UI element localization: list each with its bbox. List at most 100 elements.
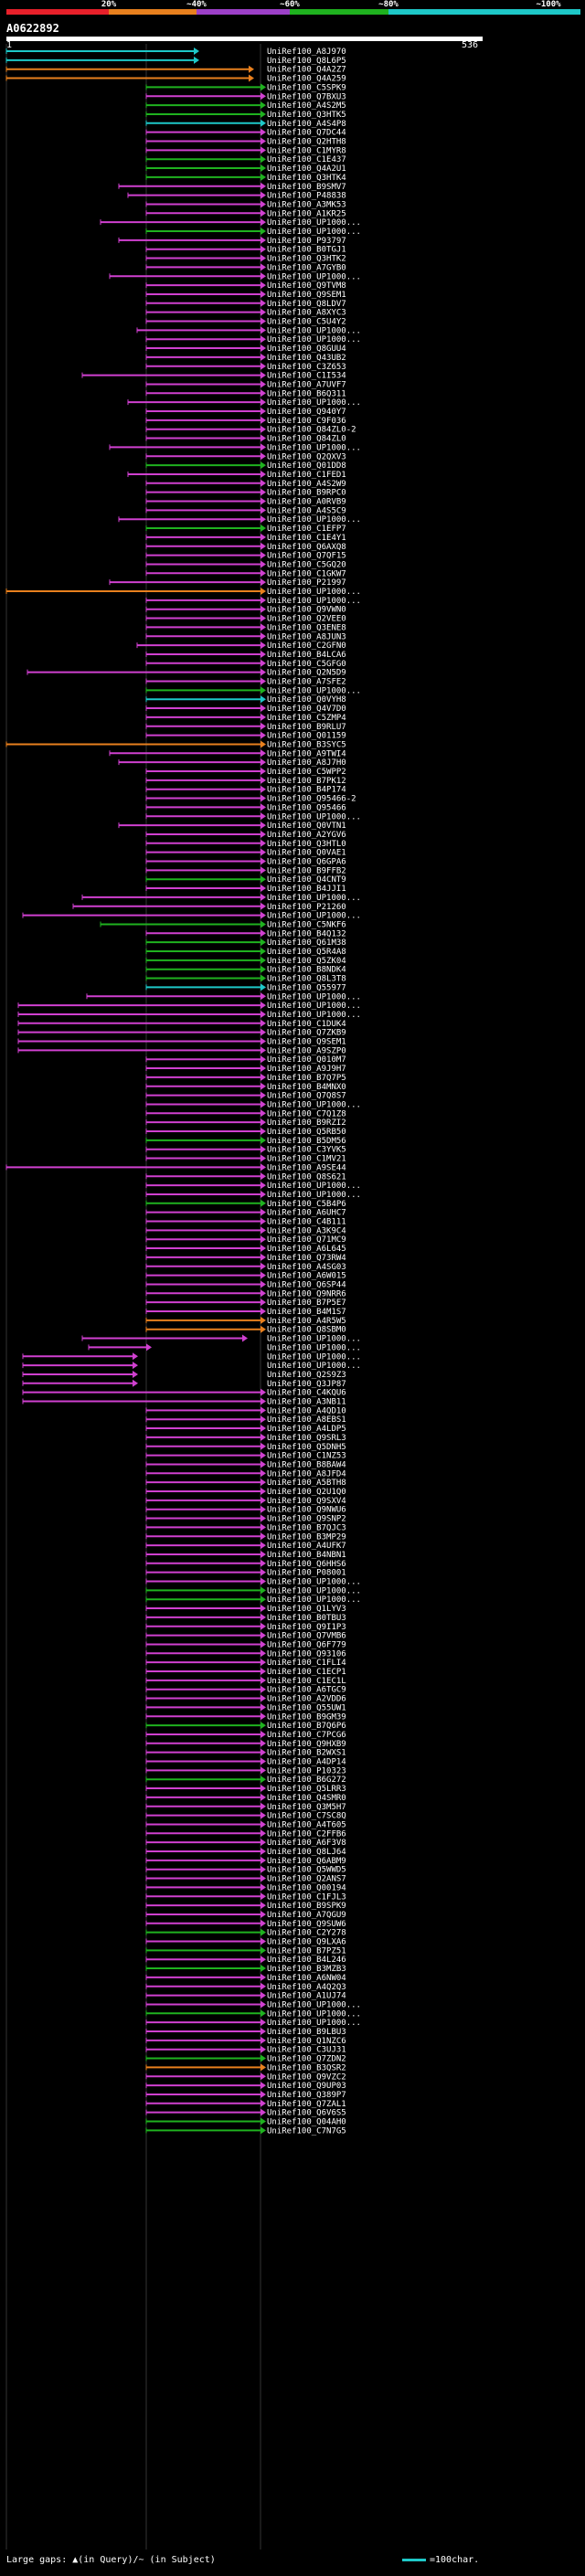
hit-label[interactable]: UniRef100_A4Q2Q3 <box>267 1983 346 1992</box>
hit-label[interactable]: UniRef100_UP1000... <box>267 326 361 335</box>
hit-row[interactable]: UniRef100_Q9UP03 <box>145 2082 346 2091</box>
hit-row[interactable]: UniRef100_Q9SEM1 <box>145 290 346 300</box>
hit-label[interactable]: UniRef100_C1FLI4 <box>267 1659 346 1668</box>
hit-row[interactable]: UniRef100_C1MYR8 <box>145 146 346 155</box>
hit-row[interactable]: UniRef100_Q7ZAL1 <box>145 2099 346 2109</box>
hit-row[interactable]: UniRef100_UP1000... <box>81 1334 361 1344</box>
hit-row[interactable]: UniRef100_C1GKW7 <box>145 569 346 578</box>
hit-row[interactable]: UniRef100_A2VDD6 <box>145 1694 346 1704</box>
hit-label[interactable]: UniRef100_B4P174 <box>267 786 346 795</box>
hit-row[interactable]: UniRef100_UP1000... <box>145 2019 361 2028</box>
hit-row[interactable]: UniRef100_P48838 <box>127 191 346 201</box>
hit-row[interactable]: UniRef100_UP1000... <box>145 335 361 345</box>
hit-row[interactable]: UniRef100_Q940Y7 <box>145 408 346 417</box>
hit-row[interactable]: UniRef100_C1EC1L <box>145 1676 346 1686</box>
hit-label[interactable]: UniRef100_Q95466-2 <box>267 795 356 804</box>
hit-label[interactable]: UniRef100_C3UJ31 <box>267 2046 346 2055</box>
hit-row[interactable]: UniRef100_Q3M5H7 <box>145 1802 346 1812</box>
hit-label[interactable]: UniRef100_C5ZMP4 <box>267 714 346 723</box>
hit-label[interactable]: UniRef100_Q7ZDN2 <box>267 2055 346 2064</box>
hit-row[interactable]: UniRef100_A3K9C4 <box>145 1226 346 1235</box>
hit-row[interactable]: UniRef100_B3MZB3 <box>145 1965 346 1974</box>
hit-label[interactable]: UniRef100_Q2QXV3 <box>267 452 346 461</box>
hit-row[interactable]: UniRef100_C2GFN0 <box>136 641 346 651</box>
hit-row[interactable]: UniRef100_UP1000... <box>145 812 361 822</box>
hit-label[interactable]: UniRef100_B7P5E7 <box>267 1299 346 1308</box>
hit-label[interactable]: UniRef100_Q4A2Z7 <box>267 66 346 75</box>
hit-row[interactable]: UniRef100_Q93106 <box>145 1649 346 1659</box>
hit-row[interactable]: UniRef100_Q2U1Q0 <box>145 1488 346 1497</box>
hit-label[interactable]: UniRef100_Q1LYV3 <box>267 1605 346 1614</box>
hit-label[interactable]: UniRef100_C1MYR8 <box>267 146 346 155</box>
hit-label[interactable]: UniRef100_UP1000... <box>267 1182 361 1191</box>
hit-row[interactable]: UniRef100_P93797 <box>118 236 346 246</box>
hit-label[interactable]: UniRef100_C1NZ53 <box>267 1452 346 1461</box>
hit-row[interactable]: UniRef100_Q55977 <box>145 983 346 992</box>
hit-label[interactable]: UniRef100_C1ECP1 <box>267 1668 346 1677</box>
hit-label[interactable]: UniRef100_UP1000... <box>267 686 361 695</box>
hit-label[interactable]: UniRef100_B6G272 <box>267 1776 346 1785</box>
hit-label[interactable]: UniRef100_Q9SEM1 <box>267 291 346 300</box>
hit-row[interactable]: UniRef100_C3Z653 <box>145 362 346 372</box>
hit-row[interactable]: UniRef100_Q8LJ64 <box>145 1848 346 1857</box>
hit-label[interactable]: UniRef100_UP1000... <box>267 1191 361 1200</box>
hit-row[interactable]: UniRef100_UP1000... <box>17 1002 361 1011</box>
hit-row[interactable]: UniRef100_C1FJL3 <box>145 1892 346 1902</box>
hit-row[interactable]: UniRef100_Q9VZC2 <box>145 2072 346 2082</box>
hit-row[interactable]: UniRef100_B4P174 <box>145 785 346 795</box>
hit-row[interactable]: UniRef100_C3UJ31 <box>145 2045 346 2055</box>
hit-label[interactable]: UniRef100_C7PCG6 <box>267 1731 346 1740</box>
hit-row[interactable]: UniRef100_B4L246 <box>145 1956 346 1965</box>
hit-label[interactable]: UniRef100_C1EC1L <box>267 1677 346 1686</box>
hit-row[interactable]: UniRef100_C9F036 <box>145 416 346 426</box>
hit-label[interactable]: UniRef100_Q61M38 <box>267 938 346 948</box>
hit-row[interactable]: UniRef100_Q7DC44 <box>145 128 346 138</box>
hit-label[interactable]: UniRef100_B3MP29 <box>267 1532 346 1542</box>
hit-row[interactable]: UniRef100_UP1000... <box>17 1010 361 1020</box>
hit-label[interactable]: UniRef100_A4SG03 <box>267 1263 346 1272</box>
hit-label[interactable]: UniRef100_A9SE44 <box>267 1163 346 1172</box>
hit-label[interactable]: UniRef100_Q04AH0 <box>267 2118 346 2127</box>
hit-row[interactable]: UniRef100_C7PCG6 <box>145 1730 346 1740</box>
hit-row[interactable]: UniRef100_Q9LXA6 <box>145 1937 346 1947</box>
hit-row[interactable]: UniRef100_A6UHC7 <box>145 1208 346 1218</box>
hit-row[interactable]: UniRef100_UP1000... <box>109 272 361 281</box>
hit-label[interactable]: UniRef100_Q6HHS6 <box>267 1560 346 1569</box>
hit-row[interactable]: UniRef100_Q9SUW6 <box>145 1919 346 1929</box>
hit-label[interactable]: UniRef100_C4KQU6 <box>267 1389 346 1398</box>
hit-row[interactable]: UniRef100_C5NKF6 <box>100 920 346 929</box>
hit-row[interactable]: UniRef100_B6Q311 <box>145 389 346 398</box>
hit-row[interactable]: UniRef100_Q4A259 <box>5 74 346 84</box>
hit-row[interactable]: UniRef100_C5WPP2 <box>145 768 346 777</box>
hit-row[interactable]: UniRef100_C4B111 <box>145 1217 346 1227</box>
hit-label[interactable]: UniRef100_UP1000... <box>267 912 361 921</box>
hit-label[interactable]: UniRef100_Q9SEM1 <box>267 1038 346 1047</box>
hit-label[interactable]: UniRef100_Q8L6P5 <box>267 57 346 66</box>
hit-label[interactable]: UniRef100_UP1000... <box>267 2000 361 2009</box>
hit-label[interactable]: UniRef100_A6NW04 <box>267 1974 346 1983</box>
hit-label[interactable]: UniRef100_B9RPC0 <box>267 489 346 498</box>
hit-label[interactable]: UniRef100_P48838 <box>267 192 346 201</box>
hit-row[interactable]: UniRef100_Q6F779 <box>145 1640 346 1649</box>
hit-row[interactable]: UniRef100_Q84ZL0 <box>145 434 346 444</box>
hit-row[interactable]: UniRef100_A8J7H0 <box>118 758 346 768</box>
hit-row[interactable]: UniRef100_Q2N5D9 <box>27 668 346 678</box>
hit-row[interactable]: UniRef100_Q9SNP2 <box>145 1514 346 1524</box>
hit-label[interactable]: UniRef100_Q95466 <box>267 803 346 812</box>
hit-label[interactable]: UniRef100_Q9VZC2 <box>267 2072 346 2082</box>
hit-row[interactable]: UniRef100_UP1000... <box>5 588 361 597</box>
hit-label[interactable]: UniRef100_A4S5C9 <box>267 506 346 515</box>
hit-row[interactable]: UniRef100_A1UJ74 <box>145 1991 346 2001</box>
hit-row[interactable]: UniRef100_B5DM56 <box>145 1136 346 1146</box>
hit-row[interactable]: UniRef100_B4Q132 <box>145 929 346 938</box>
hit-row[interactable]: UniRef100_UP1000... <box>145 596 361 606</box>
hit-label[interactable]: UniRef100_Q93106 <box>267 1649 346 1659</box>
hit-row[interactable]: UniRef100_A4UFK7 <box>145 1542 346 1551</box>
hit-label[interactable]: UniRef100_B7Q7P5 <box>267 1074 346 1083</box>
hit-row[interactable]: UniRef100_Q8L3T8 <box>145 974 346 984</box>
hit-row[interactable]: UniRef100_C7N7G5 <box>145 2126 346 2136</box>
hit-row[interactable]: UniRef100_Q7ZDN2 <box>145 2054 346 2064</box>
hit-row[interactable]: UniRef100_Q9NWU6 <box>145 1505 346 1515</box>
hit-row[interactable]: UniRef100_UP1000... <box>145 1182 361 1191</box>
hit-label[interactable]: UniRef100_Q3HTK5 <box>267 111 346 120</box>
